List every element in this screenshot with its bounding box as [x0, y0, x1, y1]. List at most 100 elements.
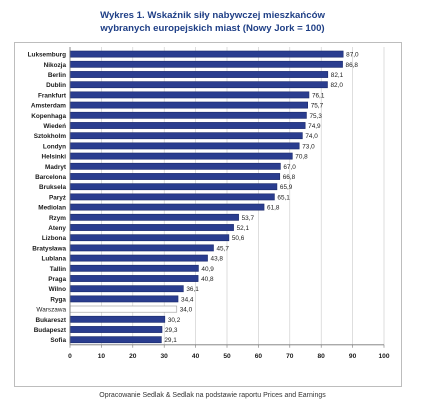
bar — [69, 81, 328, 89]
x-tick-label: 30 — [161, 353, 169, 360]
value-label: 34,0 — [180, 307, 193, 314]
category-label: Ryga — [50, 296, 66, 303]
value-label: 61,8 — [267, 205, 280, 212]
category-label: Paryż — [49, 194, 66, 201]
category-label: Bukareszt — [35, 317, 66, 324]
bar — [69, 71, 329, 78]
category-label: Bratysława — [32, 245, 66, 252]
value-label: 73,0 — [302, 143, 315, 150]
value-label: 29,3 — [165, 327, 178, 334]
value-label: 50,6 — [232, 235, 245, 242]
value-label: 40,9 — [201, 266, 214, 273]
x-tick-label: 20 — [129, 353, 137, 360]
value-label: 82,0 — [330, 82, 343, 89]
bar — [69, 122, 306, 129]
value-label: 45,7 — [216, 245, 229, 252]
value-label: 86,8 — [346, 62, 359, 69]
category-label: Dublin — [46, 82, 66, 89]
category-label: Wilno — [49, 286, 66, 293]
category-label: Budapeszt — [34, 327, 67, 334]
x-tick-label: 70 — [286, 353, 294, 360]
bar — [69, 50, 344, 58]
bar — [69, 152, 293, 160]
category-label: Ateny — [48, 225, 66, 232]
bar — [69, 264, 199, 272]
bar-chart: Luksemburg 87,0 Nikozja 86,8 Berlin 82,1 Dubli… — [28, 47, 390, 360]
x-tick-label: 40 — [192, 353, 200, 360]
value-label: 40,8 — [201, 276, 214, 283]
bar — [69, 101, 308, 109]
bar — [69, 203, 265, 211]
value-label: 52,1 — [237, 225, 250, 232]
value-label: 74,9 — [308, 123, 321, 130]
category-label: Lublana — [42, 256, 67, 263]
bar — [69, 111, 307, 119]
chart-frame: Luksemburg 87,0 Nikozja 86,8 Berlin 82,1 Dubli… — [14, 42, 402, 387]
value-label: 70,8 — [295, 154, 308, 161]
category-label: Barcelona — [35, 174, 66, 181]
bar — [69, 254, 208, 262]
category-label: Sztokholm — [34, 133, 67, 140]
bar — [69, 295, 179, 303]
bar — [69, 234, 230, 242]
category-label: Rzym — [49, 215, 66, 222]
bar — [69, 132, 303, 140]
category-label: Kopenhaga — [31, 113, 66, 120]
value-label: 74,0 — [305, 133, 318, 140]
bar — [69, 336, 162, 344]
bar — [69, 142, 300, 150]
value-label: 66,8 — [283, 174, 296, 181]
category-label: Amsterdam — [31, 103, 66, 110]
value-label: 34,4 — [181, 296, 194, 303]
category-label: Frankfurt — [38, 92, 67, 99]
category-label: Warszawa — [36, 307, 66, 314]
category-label: Berlin — [48, 72, 66, 79]
x-tick-label: 100 — [378, 353, 389, 360]
category-label: Tallin — [50, 266, 66, 273]
bar — [69, 91, 310, 99]
bar — [69, 224, 234, 231]
category-label: Wiedeń — [43, 123, 66, 130]
category-label: Londyn — [43, 143, 66, 150]
value-label: 29,1 — [164, 337, 177, 344]
chart-title-line-1: Wykres 1. Wskaźnik siły nabywczej mieszk… — [100, 10, 325, 21]
value-label: 75,7 — [311, 103, 324, 110]
category-label: Madryt — [45, 164, 67, 171]
value-label: 82,1 — [331, 72, 344, 79]
category-label: Luksemburg — [28, 52, 66, 59]
category-label: Bruksela — [39, 184, 66, 191]
bar — [69, 305, 178, 313]
x-tick-label: 50 — [223, 353, 231, 360]
category-label: Sofia — [50, 337, 66, 344]
category-label: Nikozja — [44, 62, 67, 69]
bar — [69, 275, 199, 282]
category-label: Mediolan — [38, 205, 66, 212]
value-label: 76,1 — [312, 92, 325, 99]
x-tick-label: 60 — [255, 353, 263, 360]
category-label: Helsinki — [41, 154, 66, 161]
bar — [69, 162, 281, 170]
value-label: 36,1 — [186, 286, 199, 293]
value-label: 53,7 — [242, 215, 255, 222]
value-label: 87,0 — [346, 52, 359, 59]
bar — [69, 326, 163, 333]
bar — [69, 285, 184, 293]
source-note: Opracowanie Sedlak & Sedlak na podstawie… — [99, 392, 326, 399]
bar — [69, 193, 275, 201]
chart-title-line-2: wybranych europejskich miast (Nowy Jork … — [100, 23, 325, 34]
x-tick-label: 10 — [98, 353, 106, 360]
value-label: 67,0 — [283, 164, 296, 171]
bar — [69, 183, 278, 191]
bar — [69, 213, 239, 221]
value-label: 43,8 — [211, 256, 224, 263]
bar — [69, 315, 166, 323]
value-label: 65,9 — [280, 184, 293, 191]
value-label: 65,1 — [277, 194, 290, 201]
category-label: Praga — [48, 276, 66, 283]
value-label: 75,3 — [309, 113, 322, 120]
value-label: 30,2 — [168, 317, 181, 324]
bar — [69, 60, 343, 68]
bar — [69, 244, 214, 252]
bar — [69, 173, 281, 180]
x-tick-label: 0 — [68, 353, 72, 360]
